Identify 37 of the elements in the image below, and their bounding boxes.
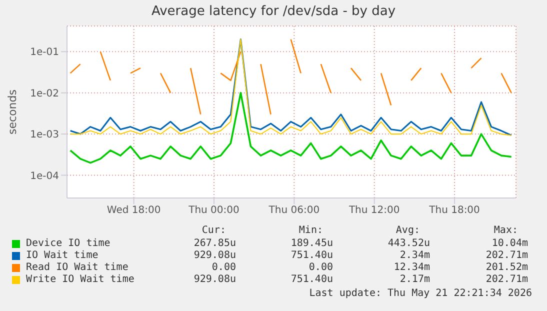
text: 0.00 bbox=[210, 262, 236, 273]
y-tick-label: 1e-01 bbox=[30, 47, 59, 58]
text: Avg: bbox=[394, 225, 420, 236]
x-tick-label: Thu 06:00 bbox=[268, 205, 320, 216]
legend-label: Read IO Wait time bbox=[26, 262, 128, 273]
y-tick-label: 1e-03 bbox=[30, 130, 59, 141]
legend-label: Device IO time bbox=[26, 238, 110, 249]
line-series bbox=[69, 92, 512, 164]
text: 201.52m bbox=[484, 262, 528, 273]
text: 12.34m bbox=[392, 262, 430, 273]
x-tick-label: Thu 00:00 bbox=[188, 205, 240, 216]
text: 2.17m bbox=[398, 274, 430, 285]
text: Cur: bbox=[200, 225, 226, 236]
text: 0.00 bbox=[308, 262, 333, 273]
chart-title: Average latency for /dev/sda - by day bbox=[150, 4, 397, 19]
text: 443.52u bbox=[386, 238, 430, 249]
x-tick-label: Thu 12:00 bbox=[348, 205, 400, 216]
y-tick-label: 1e-04 bbox=[30, 170, 59, 182]
text: 929.08u bbox=[192, 274, 236, 285]
legend-label: IO Wait time bbox=[26, 250, 98, 261]
text: 751.40u bbox=[290, 274, 333, 285]
text: 751.40u bbox=[290, 250, 333, 261]
text: 189.45u bbox=[290, 238, 333, 249]
text: 10.04m bbox=[490, 238, 528, 249]
x-tick-label: Wed 18:00 bbox=[106, 205, 161, 216]
text: Max: bbox=[492, 225, 518, 236]
text: 202.71m bbox=[484, 250, 528, 261]
y-tick-label: 1e-02 bbox=[30, 88, 59, 100]
text: Min: bbox=[298, 225, 323, 236]
text: 929.08u bbox=[192, 250, 236, 261]
text: 267.85u bbox=[192, 238, 236, 249]
legend-label: Write IO Wait time bbox=[26, 274, 134, 285]
x-tick-label: Thu 18:00 bbox=[428, 205, 480, 216]
y-axis-title: seconds bbox=[6, 89, 19, 134]
text: 2.34m bbox=[398, 250, 430, 261]
text: 202.71m bbox=[484, 274, 528, 285]
text: Last update: Thu May 21 22:21:34 2026 bbox=[309, 288, 532, 299]
